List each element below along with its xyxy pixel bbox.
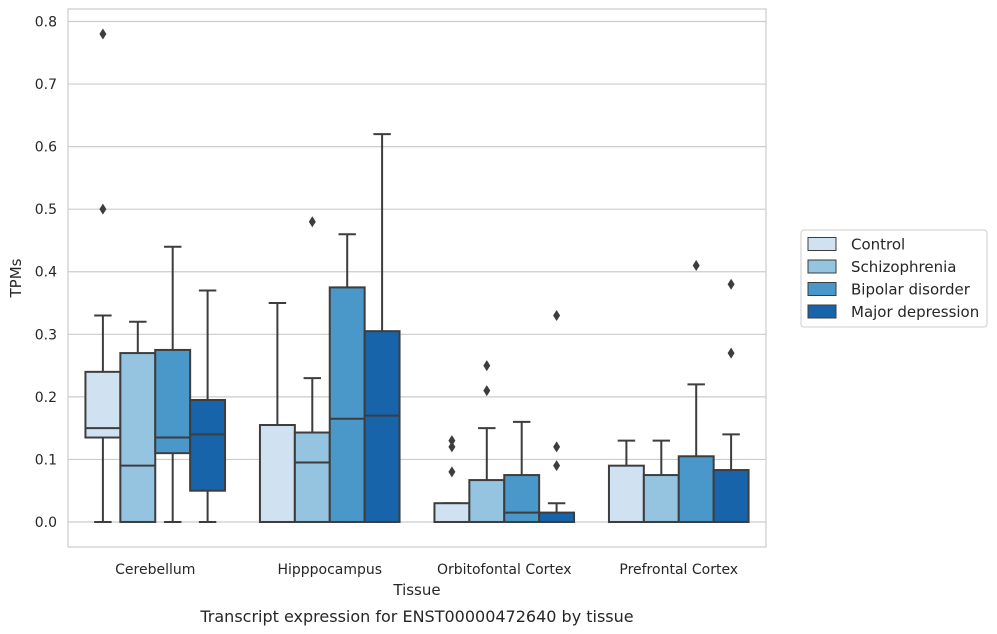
box-iqr	[468, 479, 506, 523]
y-axis-label: TPMs	[7, 258, 25, 298]
box-group	[642, 439, 680, 523]
legend-label: Bipolar disorder	[851, 281, 971, 299]
outlier-point	[99, 28, 107, 40]
legend-swatch	[807, 237, 837, 251]
legend-label: Schizophrenia	[851, 258, 956, 276]
box-iqr	[258, 424, 296, 523]
box-group	[258, 302, 296, 523]
plot-area-frame	[67, 8, 767, 548]
legend-swatch	[807, 259, 837, 274]
outlier-point	[483, 360, 491, 372]
y-tick-label: 0.3	[35, 327, 57, 343]
y-tick-label: 0.0	[35, 515, 57, 531]
legend-swatch	[807, 304, 837, 319]
outlier-point	[692, 259, 700, 271]
box-iqr	[189, 398, 227, 492]
box-group	[538, 310, 576, 523]
box-group	[712, 278, 750, 523]
y-tick-label: 0.5	[35, 202, 57, 218]
box-iqr	[503, 474, 541, 523]
y-tick-label: 0.4	[35, 265, 57, 281]
outlier-point	[553, 310, 561, 322]
box-iqr	[677, 455, 715, 523]
box-iqr	[154, 348, 192, 455]
box-group	[677, 259, 715, 523]
box-group	[154, 245, 192, 523]
box-iqr	[538, 511, 576, 523]
box-iqr	[433, 502, 471, 523]
outlier-point	[448, 466, 456, 478]
box-group	[84, 28, 122, 523]
legend-frame	[800, 229, 988, 328]
legend-label: Major depression	[851, 303, 979, 321]
y-tick-label: 0.7	[35, 77, 57, 93]
outlier-point	[99, 203, 107, 215]
outlier-point	[448, 441, 456, 453]
box-group	[607, 439, 645, 523]
box-group	[293, 216, 331, 523]
box-iqr	[642, 474, 680, 523]
outlier-point	[727, 347, 735, 359]
box-iqr	[607, 464, 645, 523]
boxes	[84, 28, 750, 523]
outlier-point	[448, 435, 456, 447]
box-group	[363, 133, 401, 523]
x-tick-label: Hipppocampus	[277, 562, 382, 578]
x-axis-label: Tissue	[392, 581, 440, 599]
box-group	[503, 420, 541, 523]
outlier-point	[553, 441, 561, 453]
box-group	[468, 360, 506, 523]
box-iqr	[84, 370, 122, 439]
outlier-point	[308, 216, 316, 228]
box-iqr	[328, 286, 366, 523]
y-tick-label: 0.6	[35, 140, 57, 156]
x-axis-ticks: Cerebellum Hipppocampus Orbitofontal Corte…	[115, 562, 738, 578]
chart-caption: Transcript expression for ENST0000047264…	[199, 607, 633, 626]
box-iqr	[712, 469, 750, 523]
x-tick-label: Cerebellum	[115, 562, 195, 578]
outlier-point	[727, 278, 735, 290]
y-tick-label: 0.1	[35, 452, 57, 468]
y-axis-ticks: 0.0 0.1 0.2 0.3 0.4 0.5 0.6 0.7 0.8	[35, 15, 57, 531]
y-tick-label: 0.8	[35, 15, 57, 31]
x-tick-label: Orbitofontal Cortex	[437, 562, 572, 578]
outlier-point	[483, 385, 491, 397]
y-tick-label: 0.2	[35, 390, 57, 406]
x-tick-label: Prefrontal Cortex	[619, 562, 738, 578]
legend: Control Schizophrenia Bipolar disorder Majo…	[800, 229, 988, 328]
box-iqr	[293, 431, 331, 523]
box-group	[189, 289, 227, 523]
legend-swatch	[807, 282, 837, 296]
box-iqr	[119, 352, 157, 523]
box-iqr	[363, 330, 401, 523]
legend-label: Control	[851, 236, 905, 254]
outlier-point	[553, 460, 561, 472]
